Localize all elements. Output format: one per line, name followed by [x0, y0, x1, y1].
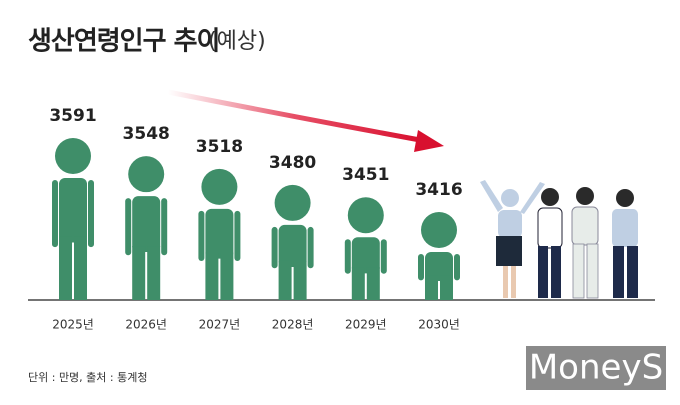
person-figure [271, 184, 314, 300]
figure-arm [52, 180, 58, 248]
figure-leg [74, 236, 87, 300]
person-figure [418, 212, 460, 300]
figure-arm [380, 239, 387, 274]
figure-arm [88, 180, 94, 248]
people-illustration [480, 180, 638, 299]
logo: MoneyS [529, 348, 663, 388]
figure-leg [293, 260, 307, 300]
figure-torso [205, 208, 234, 259]
value-label: 3518 [196, 137, 243, 157]
x-tick-label: 2027년 [199, 318, 241, 332]
value-label: 3480 [269, 153, 316, 173]
figure-leg [205, 252, 219, 300]
figure-arm [234, 210, 241, 261]
x-tick-label: 2025년 [52, 318, 94, 332]
figure-arm [454, 254, 460, 281]
x-tick-label: 2028년 [272, 318, 314, 332]
figure-head [201, 168, 238, 205]
logo-box [526, 346, 666, 390]
value-label: 3591 [49, 106, 96, 126]
figure-leg [366, 267, 380, 300]
figure-leg [220, 252, 234, 300]
source-note: 단위 : 만명, 출처 : 통계청 [28, 371, 147, 384]
figure-arm [418, 254, 424, 281]
figure-arm [271, 226, 278, 269]
x-tick-label: 2026년 [125, 318, 167, 332]
figure-leg [59, 236, 72, 300]
trend-arrowhead [414, 130, 444, 152]
person-figure [344, 197, 387, 300]
figure-arm [344, 239, 351, 274]
person-figure [125, 156, 168, 300]
chart-subtitle: (예상) [208, 29, 266, 54]
figure-head [347, 197, 384, 234]
figure-head [55, 138, 91, 174]
figure-torso [132, 196, 161, 253]
figure-leg [278, 260, 292, 300]
figure-arm [161, 198, 168, 256]
figure-torso [351, 237, 380, 274]
x-tick-label: 2030년 [418, 318, 460, 332]
figure-torso [278, 224, 307, 267]
figure-arm [198, 210, 205, 261]
value-label: 3451 [342, 165, 389, 185]
figure-torso [425, 252, 453, 282]
figure-arm [125, 198, 132, 256]
figure-leg [132, 246, 146, 300]
figure-head [274, 184, 311, 221]
value-label: 3548 [123, 124, 170, 144]
person-figure [198, 168, 241, 300]
figure-head [421, 212, 457, 248]
trend-arrow [165, 89, 423, 143]
figure-leg [147, 246, 161, 300]
chart-title: 생산연령인구 추이 [28, 27, 219, 57]
figure-leg [425, 275, 438, 300]
value-label: 3416 [415, 180, 462, 200]
figure-head [128, 156, 165, 193]
person-figure [52, 138, 94, 300]
figure-leg [351, 267, 365, 300]
figure-arm [307, 226, 314, 269]
x-tick-label: 2029년 [345, 318, 387, 332]
figure-leg [440, 275, 453, 300]
figure-torso [59, 178, 87, 243]
